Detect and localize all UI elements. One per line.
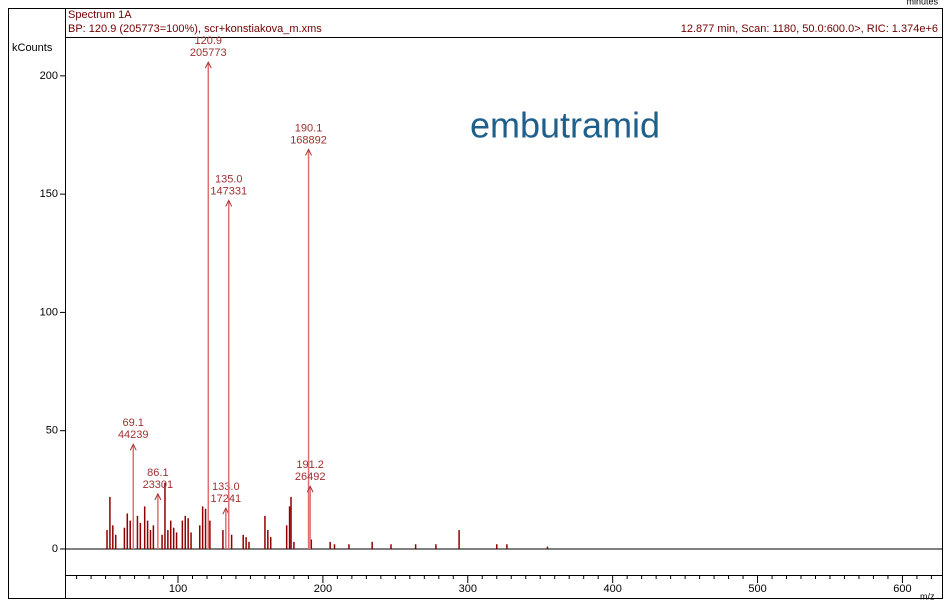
y-tick-label: 50 [46, 425, 58, 437]
peak-arrow [225, 199, 233, 207]
y-tick-label: 200 [40, 70, 58, 82]
compound-name: embutramid [470, 105, 660, 146]
peak-mz-label: 190.1 [295, 122, 323, 134]
peak-mz-label: 86.1 [147, 467, 168, 479]
peak-value-label: 17241 [211, 493, 242, 505]
chart-title: Spectrum 1A [68, 9, 132, 21]
peak-arrow [129, 443, 137, 451]
peak-value-label: 44239 [118, 429, 149, 441]
peak-arrow [305, 148, 312, 156]
peak-value-label: 205773 [190, 47, 227, 59]
y-tick-label: 150 [40, 188, 58, 200]
peak-mz-label: 69.1 [123, 417, 144, 429]
peak-value-label: 168892 [290, 134, 327, 146]
peak-mz-label: 135.0 [215, 173, 243, 185]
peak-value-label: 147331 [210, 185, 247, 197]
y-axis-label: kCounts [12, 42, 53, 54]
peak-mz-label: 191.2 [296, 459, 324, 471]
peak-arrow [204, 61, 212, 69]
x-axis-label: m/z [920, 591, 935, 601]
frame [8, 8, 943, 599]
peak-arrow [154, 492, 162, 501]
peak-arrow [222, 507, 230, 515]
peak-value-label: 23301 [143, 479, 174, 491]
x-tick-label: 100 [169, 583, 187, 595]
peak-arrow [306, 485, 314, 493]
top-label: minutes [906, 0, 938, 6]
peak-value-label: 26492 [295, 471, 326, 483]
peak-mz-label: 133.0 [212, 481, 240, 493]
peak-mz-label: 120.9 [195, 35, 223, 47]
chart-subtitle: BP: 120.9 (205773=100%), scr+konstiakova… [68, 23, 322, 35]
y-tick-label: 100 [40, 306, 58, 318]
x-tick-label: 600 [893, 583, 911, 595]
x-tick-label: 400 [603, 583, 621, 595]
x-tick-label: 500 [748, 583, 766, 595]
y-tick-label: 0 [52, 543, 58, 555]
x-tick-label: 300 [459, 583, 477, 595]
scan-info: 12.877 min, Scan: 1180, 50.0:600.0>, RIC… [681, 23, 938, 35]
x-tick-label: 200 [314, 583, 332, 595]
